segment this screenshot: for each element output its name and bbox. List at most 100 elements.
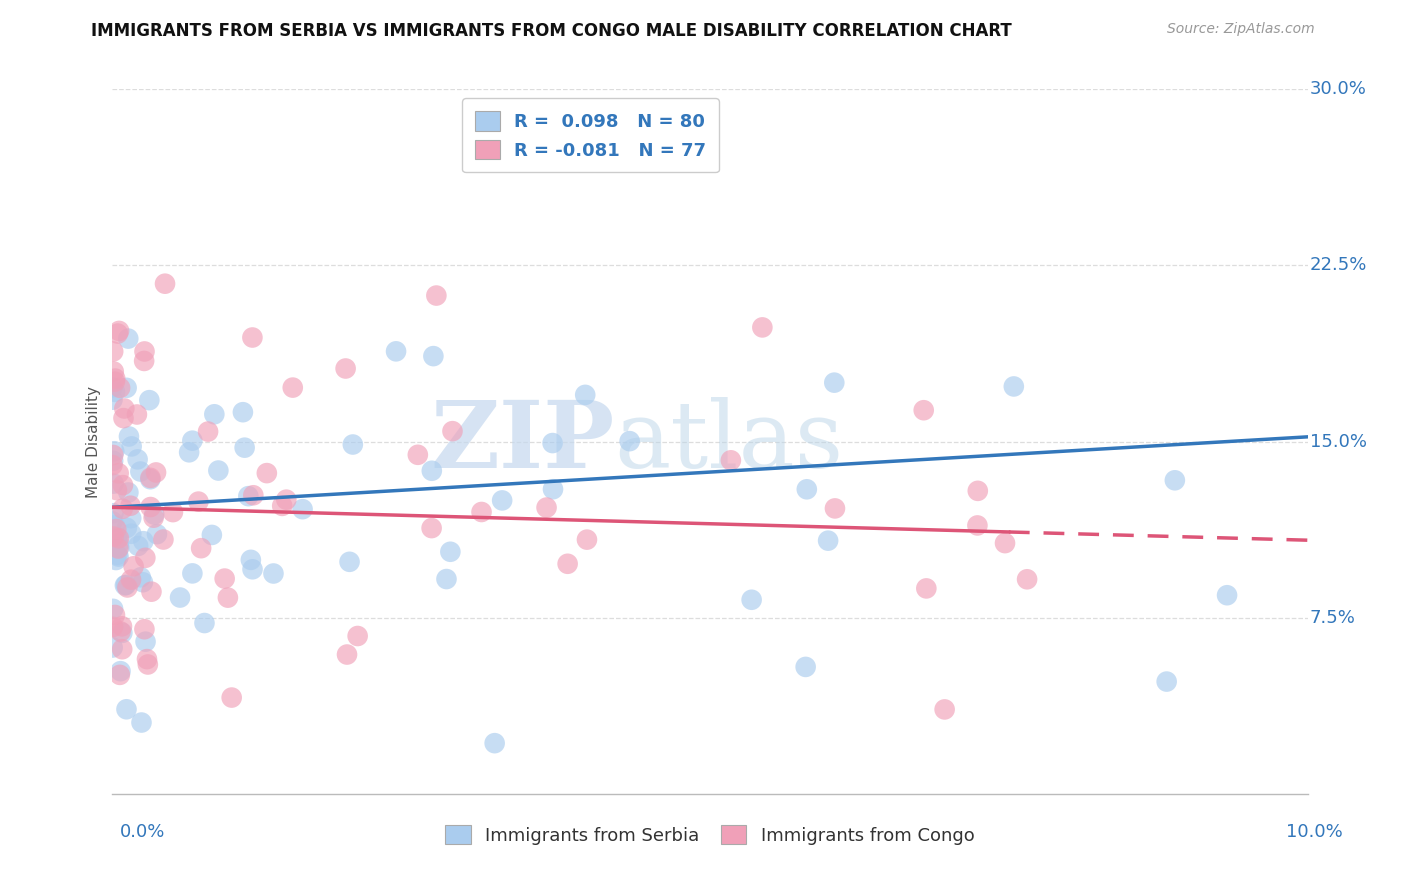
Point <box>107 549 129 564</box>
Point <box>110 664 132 678</box>
Point <box>242 488 264 502</box>
Point <box>101 392 124 407</box>
Point <box>994 536 1017 550</box>
Point <box>536 500 558 515</box>
Point <box>441 424 464 438</box>
Point <box>111 478 134 492</box>
Point <box>105 548 128 562</box>
Point <box>111 501 134 516</box>
Point <box>276 492 298 507</box>
Point <box>291 502 314 516</box>
Text: 7.5%: 7.5% <box>1310 608 1355 627</box>
Point <box>934 702 956 716</box>
Point <box>104 553 127 567</box>
Point <box>101 458 124 472</box>
Point <box>104 607 127 622</box>
Point <box>111 642 134 657</box>
Point <box>134 354 156 368</box>
Point <box>107 537 129 551</box>
Point <box>108 531 131 545</box>
Point <box>271 499 294 513</box>
Point <box>101 620 124 634</box>
Point <box>132 575 155 590</box>
Text: ZIP: ZIP <box>430 397 614 486</box>
Point <box>117 332 139 346</box>
Point <box>139 471 162 485</box>
Point <box>425 288 447 302</box>
Point <box>152 533 174 547</box>
Point <box>190 541 212 556</box>
Point <box>101 454 124 468</box>
Point <box>796 483 818 497</box>
Point <box>575 533 598 547</box>
Text: 22.5%: 22.5% <box>1310 256 1368 275</box>
Point <box>242 330 264 344</box>
Point <box>1002 379 1025 393</box>
Point <box>101 640 124 655</box>
Point <box>181 566 204 581</box>
Point <box>491 493 513 508</box>
Point <box>143 508 166 522</box>
Point <box>915 582 938 596</box>
Point <box>202 407 225 421</box>
Point <box>232 405 254 419</box>
Point <box>127 452 149 467</box>
Point <box>966 518 988 533</box>
Point <box>105 522 128 536</box>
Point <box>619 434 641 449</box>
Text: Source: ZipAtlas.com: Source: ZipAtlas.com <box>1167 22 1315 37</box>
Point <box>1017 572 1039 586</box>
Point <box>187 494 209 508</box>
Point <box>139 472 162 486</box>
Point <box>162 505 184 519</box>
Point <box>256 466 278 480</box>
Point <box>406 448 429 462</box>
Point <box>201 528 224 542</box>
Point <box>336 648 359 662</box>
Point <box>129 570 152 584</box>
Point <box>108 324 131 338</box>
Point <box>108 541 131 555</box>
Point <box>111 625 134 640</box>
Point <box>101 344 124 359</box>
Point <box>436 572 458 586</box>
Point <box>135 634 157 648</box>
Point <box>136 657 159 672</box>
Point <box>115 702 138 716</box>
Point <box>193 615 215 630</box>
Point <box>136 652 159 666</box>
Point <box>127 539 149 553</box>
Point <box>129 465 152 479</box>
Point <box>120 511 142 525</box>
Point <box>484 736 506 750</box>
Point <box>114 578 136 592</box>
Point <box>1164 473 1187 487</box>
Point <box>145 466 167 480</box>
Point <box>101 540 124 554</box>
Point <box>134 622 156 636</box>
Point <box>132 534 155 549</box>
Point <box>217 591 239 605</box>
Text: 15.0%: 15.0% <box>1310 433 1367 450</box>
Point <box>108 381 131 395</box>
Point <box>101 380 124 394</box>
Point <box>181 434 204 448</box>
Point <box>111 619 134 633</box>
Point <box>104 384 127 399</box>
Point <box>103 518 125 533</box>
Point <box>115 521 138 535</box>
Point <box>115 381 138 395</box>
Point <box>146 527 169 541</box>
Point <box>153 277 176 291</box>
Text: 30.0%: 30.0% <box>1310 80 1367 98</box>
Text: 10.0%: 10.0% <box>1286 822 1343 840</box>
Point <box>131 715 153 730</box>
Point <box>221 690 243 705</box>
Point <box>138 393 160 408</box>
Point <box>101 515 124 529</box>
Point <box>541 436 564 450</box>
Point <box>242 562 264 576</box>
Point <box>121 439 143 453</box>
Point <box>112 401 135 416</box>
Point <box>122 559 145 574</box>
